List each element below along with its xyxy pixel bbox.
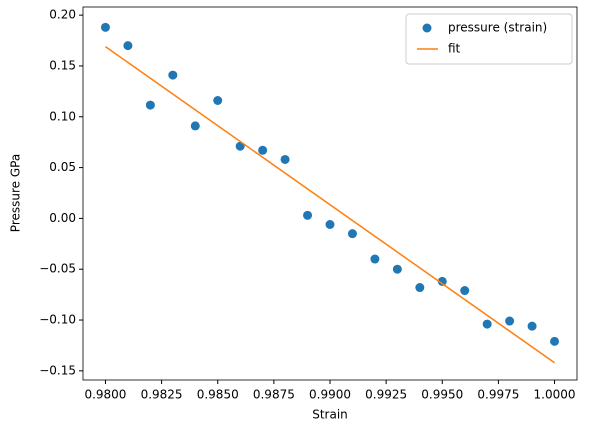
point: [392, 264, 402, 274]
y-tick-label: −0.05: [39, 262, 76, 276]
fit-line: [105, 46, 555, 364]
y-tick-label: −0.10: [39, 313, 76, 327]
x-tick-label: 0.9825: [141, 388, 183, 402]
y-tick-label: 0.00: [49, 211, 76, 225]
point: [280, 154, 290, 164]
x-tick-label: 0.9950: [421, 388, 463, 402]
y-tick-label: 0.10: [49, 109, 76, 123]
point: [550, 336, 560, 346]
x-tick-label: 0.9900: [309, 388, 351, 402]
point: [527, 321, 537, 331]
point: [100, 22, 110, 32]
point: [303, 210, 313, 220]
point: [347, 229, 357, 239]
x-tick-label: 0.9975: [477, 388, 519, 402]
point: [325, 219, 335, 229]
legend-label: pressure (strain): [448, 21, 547, 35]
point: [235, 141, 245, 151]
point: [505, 316, 515, 326]
legend-label: fit: [448, 42, 461, 56]
plot-frame: [82, 6, 578, 381]
y-tick-label: 0.20: [49, 8, 76, 22]
y-axis-label: Pressure GPa: [9, 154, 23, 232]
x-tick-label: 0.9800: [84, 388, 126, 402]
legend-box: [405, 13, 573, 65]
point: [190, 121, 200, 131]
x-tick-label: 0.9925: [365, 388, 407, 402]
point: [437, 276, 447, 286]
point: [482, 319, 492, 329]
y-tick-label: 0.05: [49, 160, 76, 174]
point: [415, 283, 425, 293]
x-tick-label: 0.9875: [253, 388, 295, 402]
point: [370, 254, 380, 264]
point: [145, 100, 155, 110]
x-tick-label: 0.9850: [197, 388, 239, 402]
x-axis-label: Strain: [312, 408, 348, 422]
point: [168, 70, 178, 80]
point: [213, 96, 223, 106]
point: [460, 286, 470, 296]
y-tick-label: −0.15: [39, 363, 76, 377]
x-tick-label: 1.0000: [534, 388, 576, 402]
point: [123, 41, 133, 51]
point: [258, 145, 268, 155]
legend-marker: [422, 23, 432, 33]
y-tick-label: 0.15: [49, 58, 76, 72]
